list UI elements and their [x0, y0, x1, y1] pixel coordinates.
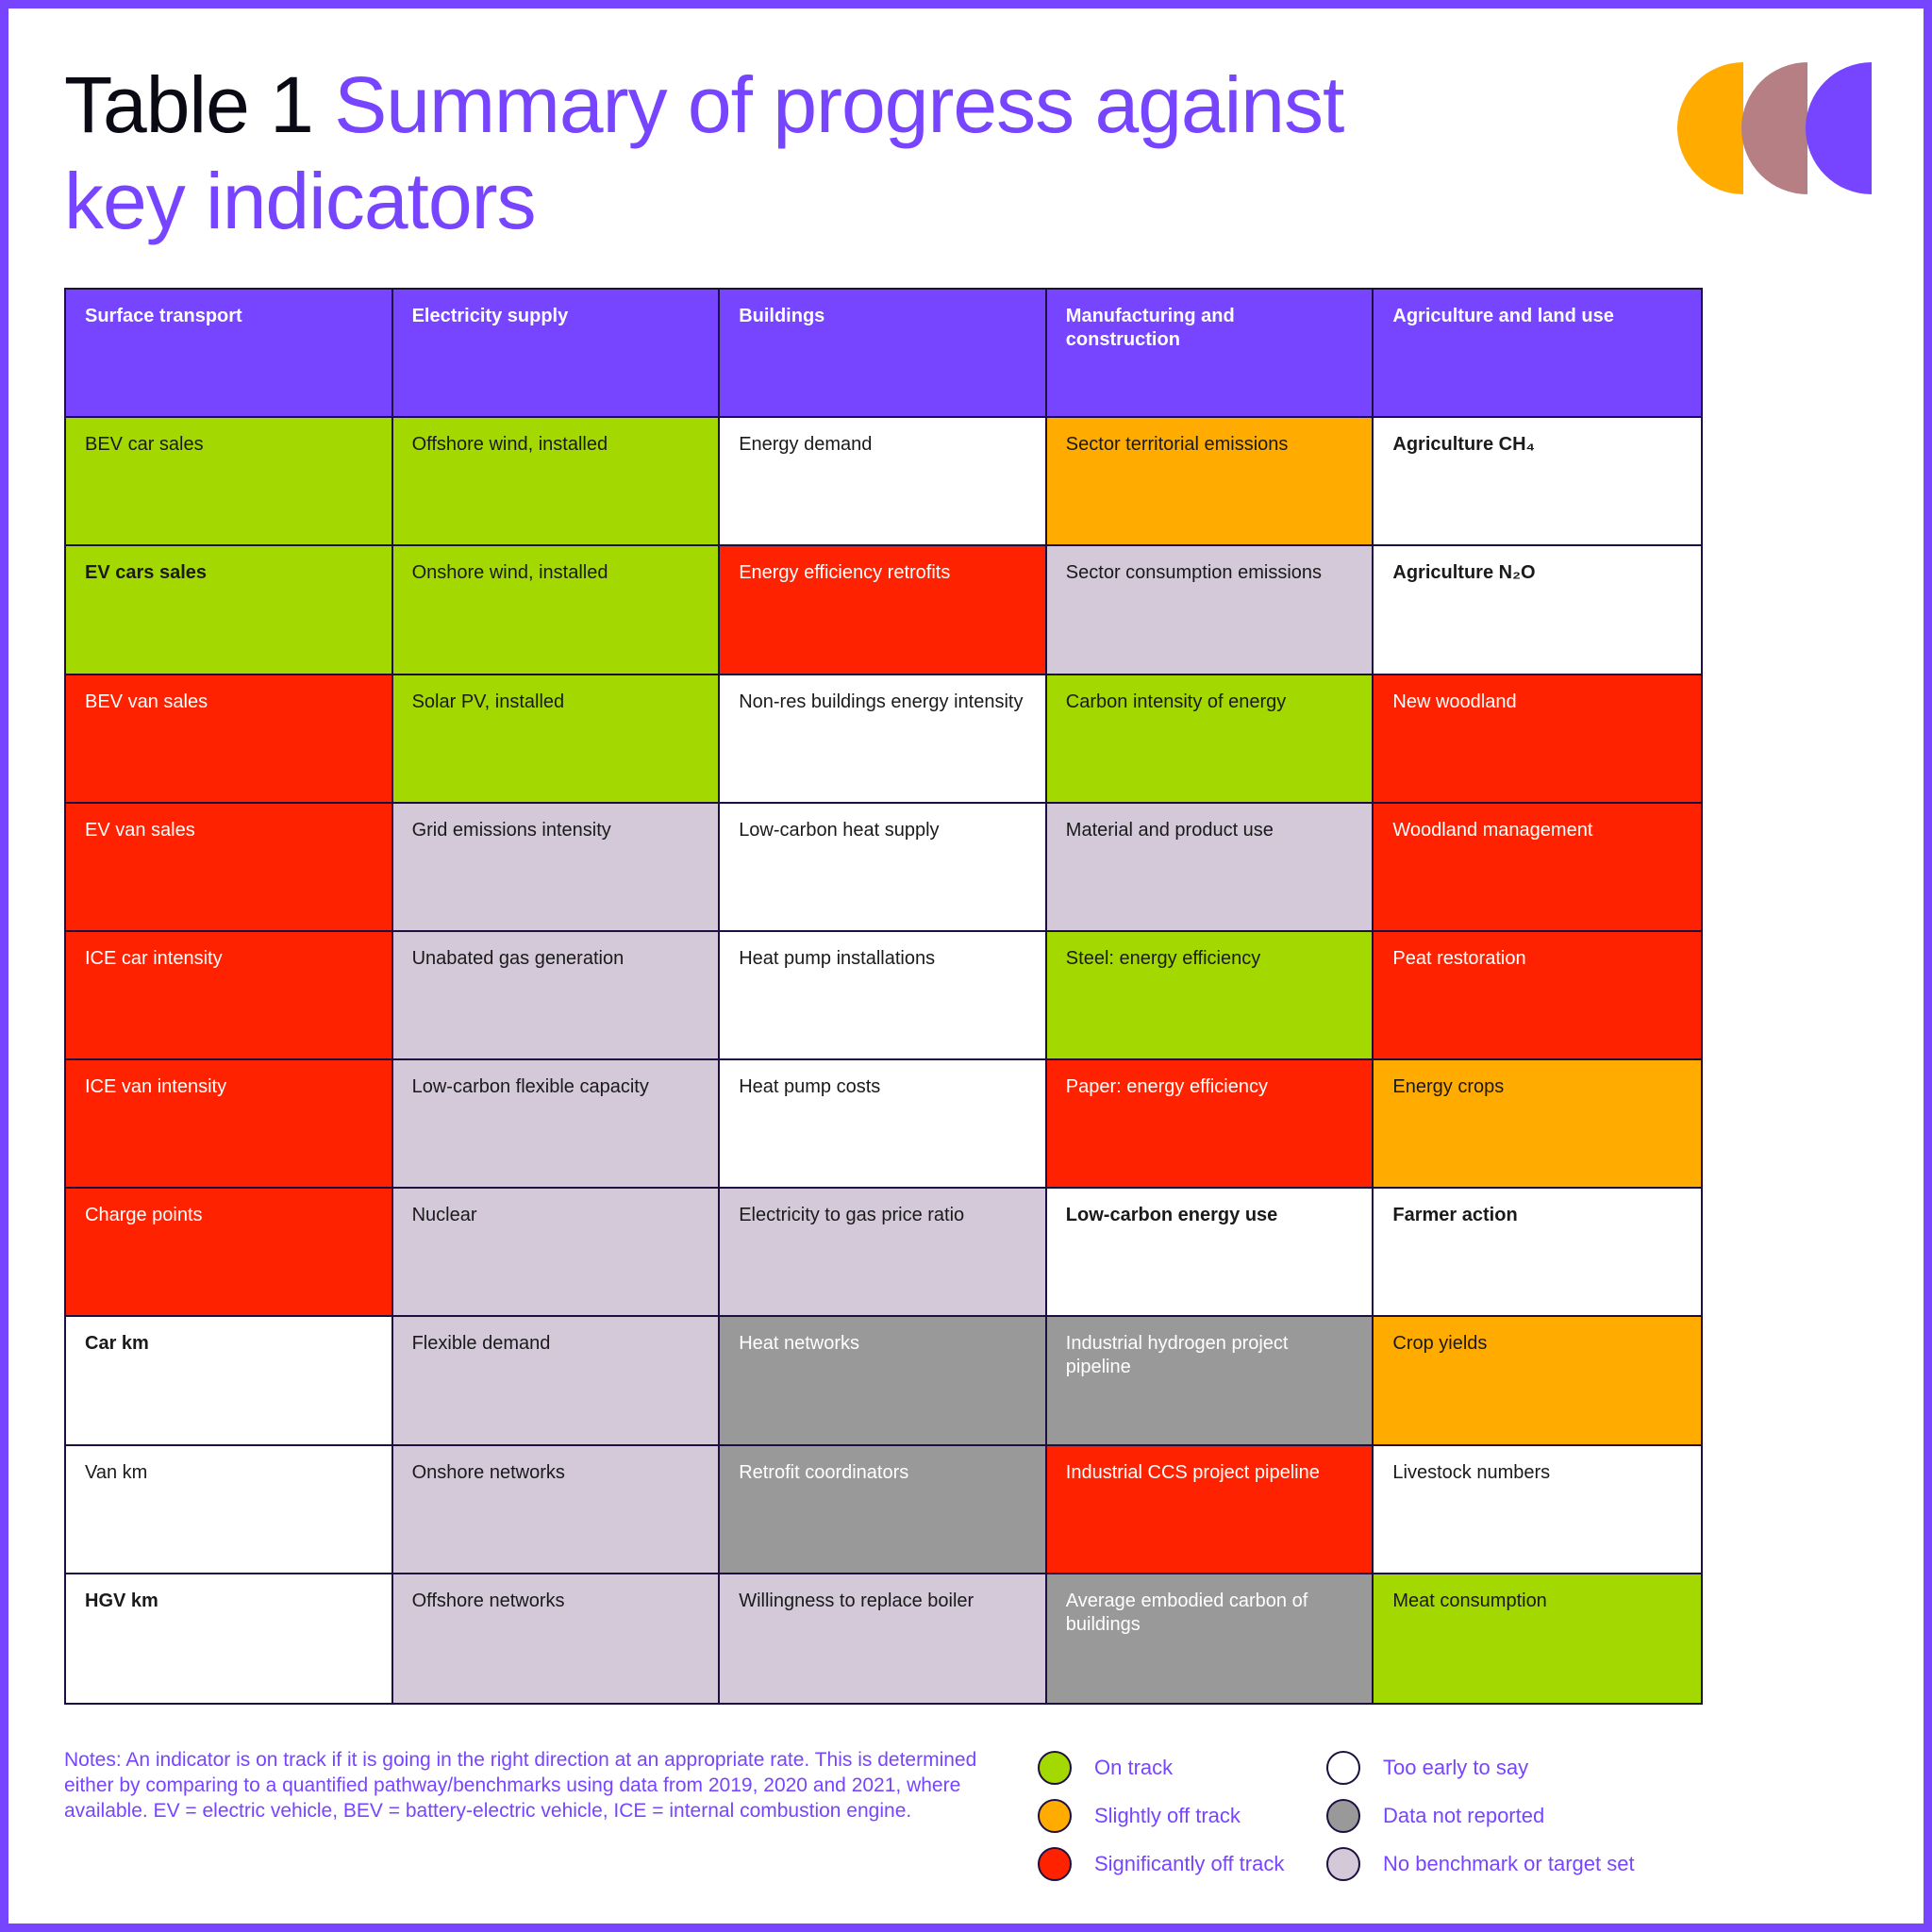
indicator-cell: Energy demand — [720, 418, 1047, 547]
legend-item: Significantly off track — [1038, 1845, 1284, 1883]
column-header-buildings: Buildings — [720, 290, 1047, 419]
legend-item: Too early to say — [1326, 1749, 1528, 1787]
indicator-cell: Heat pump installations — [720, 931, 1047, 1061]
legend-item: Slightly off track — [1038, 1797, 1241, 1835]
table-title: Summary of progress against key indicato… — [64, 60, 1344, 245]
indicator-cell: Material and product use — [1046, 803, 1374, 932]
status-dot-icon — [1038, 1751, 1072, 1785]
legend-item: On track — [1038, 1749, 1173, 1787]
legend-label: Too early to say — [1383, 1756, 1529, 1779]
table-number: Table 1 — [64, 60, 314, 149]
indicator-cell: ICE car intensity — [66, 931, 393, 1061]
indicator-cell: EV cars sales — [66, 546, 393, 675]
status-dot-icon — [1038, 1799, 1072, 1833]
indicator-cell: Nuclear — [392, 1189, 721, 1318]
column-header-agriculture-and-land-use: Agriculture and land use — [1374, 290, 1701, 419]
indicator-cell: Low-carbon flexible capacity — [392, 1060, 721, 1190]
indicator-cell: Sector territorial emissions — [1046, 418, 1374, 547]
indicator-cell: Solar PV, installed — [392, 675, 721, 804]
legend-label: Significantly off track — [1094, 1852, 1285, 1875]
indicator-cell: Farmer action — [1374, 1189, 1701, 1318]
indicator-cell: Offshore wind, installed — [392, 418, 721, 547]
legend-label: Data not reported — [1383, 1804, 1545, 1827]
indicator-cell: Onshore networks — [392, 1445, 721, 1574]
indicator-cell: Sector consumption emissions — [1046, 546, 1374, 675]
status-dot-icon — [1326, 1751, 1360, 1785]
indicator-cell: Charge points — [66, 1189, 393, 1318]
indicator-cell: Heat pump costs — [720, 1060, 1047, 1190]
indicator-cell: Grid emissions intensity — [392, 803, 721, 932]
indicator-cell: EV van sales — [66, 803, 393, 932]
logo-mauve-half-circle — [1741, 62, 1807, 194]
indicator-cell: Average embodied carbon of buildings — [1046, 1574, 1374, 1703]
indicator-cell: New woodland — [1374, 675, 1701, 804]
indicator-cell: Willingness to replace boiler — [720, 1574, 1047, 1703]
indicator-cell: Agriculture N₂O — [1374, 546, 1701, 675]
indicator-cell: Low-carbon heat supply — [720, 803, 1047, 932]
indicator-cell: Meat consumption — [1374, 1574, 1701, 1703]
status-dot-icon — [1326, 1847, 1360, 1881]
indicator-cell: Agriculture CH₄ — [1374, 418, 1701, 547]
indicator-cell: Car km — [66, 1317, 393, 1446]
indicator-cell: Unabated gas generation — [392, 931, 721, 1061]
legend-item: No benchmark or target set — [1326, 1845, 1635, 1883]
indicator-cell: Energy efficiency retrofits — [720, 546, 1047, 675]
indicator-cell: Industrial CCS project pipeline — [1046, 1445, 1374, 1574]
logo-purple-half-circle — [1806, 62, 1872, 194]
column-header-electricity-supply: Electricity supply — [392, 290, 721, 419]
indicator-table: Surface transport Electricity supply Build… — [64, 288, 1703, 1705]
status-dot-icon — [1326, 1799, 1360, 1833]
page-title: Table 1 Summary of progress against key … — [64, 57, 1479, 249]
logo-orange-half-circle — [1677, 62, 1743, 194]
indicator-cell: Crop yields — [1374, 1317, 1701, 1446]
notes-text: Notes: An indicator is on track if it is… — [64, 1749, 977, 1822]
indicator-cell: Retrofit coordinators — [720, 1445, 1047, 1574]
status-dot-icon — [1038, 1847, 1072, 1881]
indicator-cell: Offshore networks — [392, 1574, 721, 1703]
indicator-cell: Flexible demand — [392, 1317, 721, 1446]
indicator-cell: BEV car sales — [66, 418, 393, 547]
indicator-cell: Low-carbon energy use — [1046, 1189, 1374, 1318]
legend-label: No benchmark or target set — [1383, 1852, 1635, 1875]
indicator-cell: Steel: energy efficiency — [1046, 931, 1374, 1061]
status-legend: On track Slightly off track Significantly … — [1038, 1749, 1698, 1890]
indicator-cell: Livestock numbers — [1374, 1445, 1701, 1574]
legend-label: Slightly off track — [1094, 1804, 1241, 1827]
indicator-cell: Peat restoration — [1374, 931, 1701, 1061]
indicator-cell: Heat networks — [720, 1317, 1047, 1446]
indicator-cell: Woodland management — [1374, 803, 1701, 932]
indicator-cell: Non-res buildings energy intensity — [720, 675, 1047, 804]
indicator-cell: Electricity to gas price ratio — [720, 1189, 1047, 1318]
indicator-cell: Energy crops — [1374, 1060, 1701, 1190]
indicator-cell: Van km — [66, 1445, 393, 1574]
indicator-cell: BEV van sales — [66, 675, 393, 804]
indicator-cell: Onshore wind, installed — [392, 546, 721, 675]
indicator-cell: Paper: energy efficiency — [1046, 1060, 1374, 1190]
indicator-cell: Carbon intensity of energy — [1046, 675, 1374, 804]
indicator-cell: Industrial hydrogen project pipeline — [1046, 1317, 1374, 1446]
indicator-cell: ICE van intensity — [66, 1060, 393, 1190]
legend-label: On track — [1094, 1756, 1174, 1779]
brand-logo-icon — [1677, 62, 1872, 194]
indicator-cell: HGV km — [66, 1574, 393, 1703]
legend-item: Data not reported — [1326, 1797, 1544, 1835]
column-header-surface-transport: Surface transport — [66, 290, 393, 419]
column-header-manufacturing-and-construction: Manufacturing and construction — [1046, 290, 1374, 419]
